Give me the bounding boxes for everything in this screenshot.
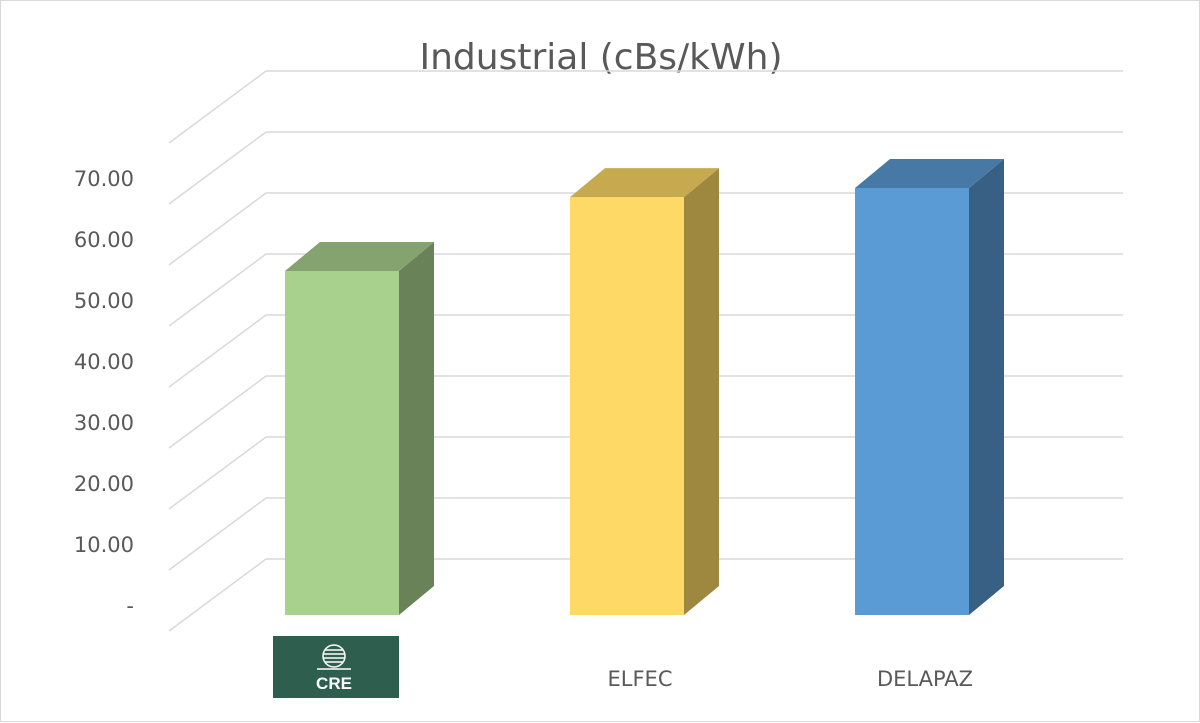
bar-side [969,159,1004,615]
bar-top [570,168,719,198]
bar-side [399,241,434,615]
cre-logo: CRE [273,636,399,698]
bar-front [570,197,684,615]
gridline-depth [168,375,267,449]
gridline-depth [168,192,267,266]
y-tick-label: 60.00 [74,228,134,252]
gridline-depth [168,70,267,144]
bar [570,168,719,615]
bar-side [684,168,719,615]
x-axis-labels: ELFEC DELAPAZ CRE [273,636,973,698]
gridline-depth [168,558,267,632]
cre-logo-text: CRE [316,674,352,693]
y-tick-label: 10.00 [74,533,134,557]
y-tick-label: 40.00 [74,350,134,374]
bar-top [285,241,434,271]
y-tick-label: 20.00 [74,472,134,496]
bar [285,241,434,615]
gridline-depth [168,497,267,571]
gridline-depth [168,436,267,510]
bars [285,159,1004,615]
bar-front [285,270,399,615]
x-tick-label: ELFEC [608,667,673,691]
gridline-depth [168,131,267,205]
y-tick-label: 50.00 [74,289,134,313]
y-tick-label: 30.00 [74,411,134,435]
bar-top [855,159,1004,188]
bar [855,159,1004,615]
y-tick-label: 70.00 [74,167,134,191]
gridline-depth [168,253,267,327]
y-tick-label: - [126,594,134,618]
y-axis-ticks: - 10.00 20.00 30.00 40.00 50.00 60.00 70.00 [74,167,134,618]
x-tick-label: DELAPAZ [877,667,973,691]
bar-front [855,188,969,615]
gridline-depth [168,314,267,388]
globe-icon [322,644,346,668]
